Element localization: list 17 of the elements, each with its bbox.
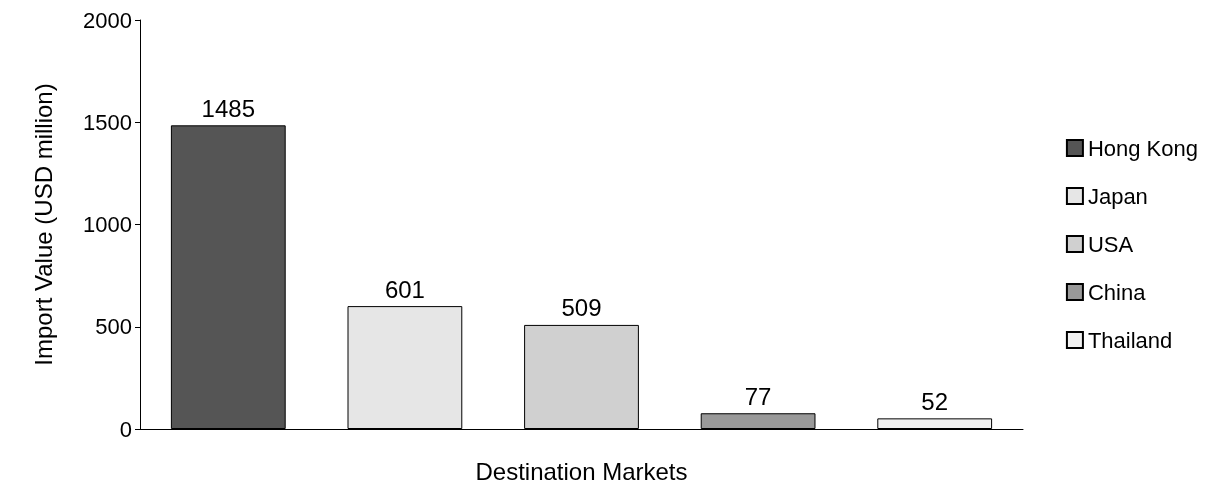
data-label: 1485: [201, 94, 255, 122]
legend-label: Hong Kong: [1087, 135, 1199, 161]
y-tick-label: 1500: [83, 109, 132, 135]
data-label: 509: [561, 294, 602, 322]
y-tick-label: 1000: [83, 212, 132, 237]
legend-label: USA: [1087, 231, 1134, 257]
y-tick-label: 0: [119, 416, 132, 442]
y-tick-label: 2000: [83, 7, 132, 33]
y-tick-label: 500: [95, 314, 132, 340]
data-label: 52: [921, 387, 949, 415]
y-axis-title: Import Value (USD million): [29, 83, 57, 366]
legend-label: Japan: [1087, 183, 1148, 209]
data-label: 77: [744, 382, 772, 410]
data-label: 601: [384, 275, 425, 303]
x-axis-title: Destination Markets: [475, 457, 688, 485]
legend-label: China: [1087, 279, 1147, 305]
legend-label: Thailand: [1087, 327, 1173, 353]
